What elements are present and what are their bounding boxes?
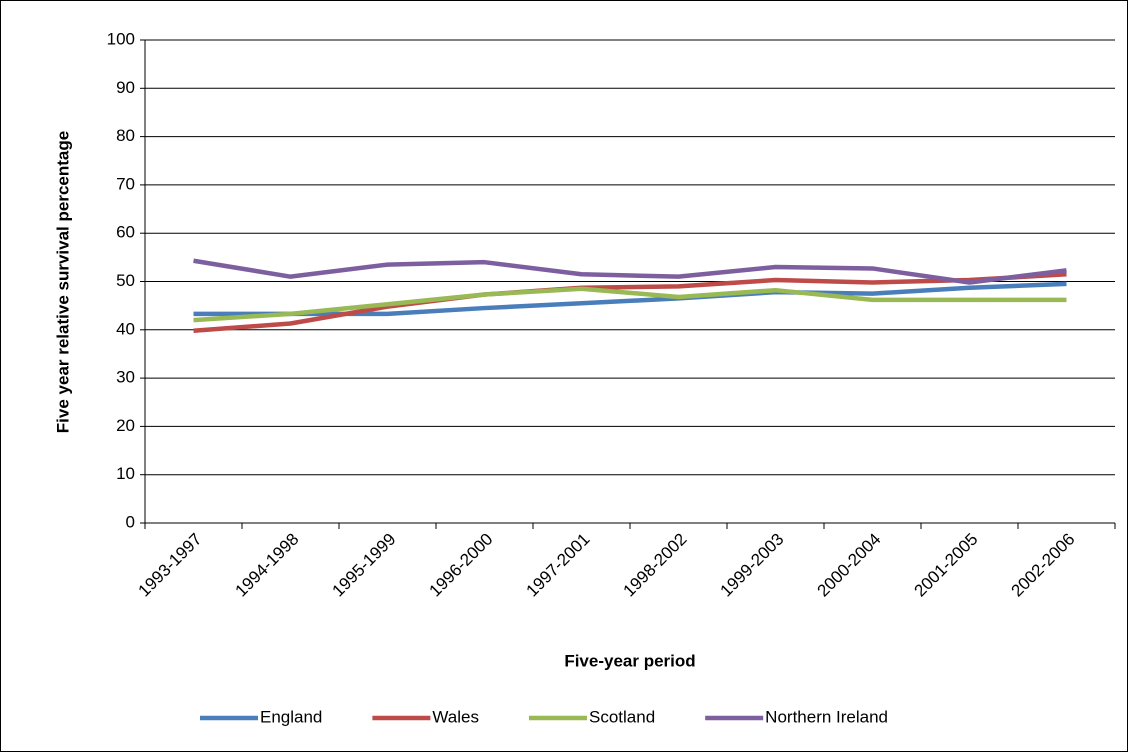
legend-label: Northern Ireland	[765, 707, 888, 726]
legend-label: Wales	[432, 707, 479, 726]
series-line	[193, 286, 1067, 323]
legend-label: England	[260, 707, 322, 726]
y-axis-title: Five year relative survival percentage	[53, 131, 72, 433]
y-tick-label: 40	[116, 319, 135, 338]
y-tick-label: 50	[116, 271, 135, 290]
y-tick-label: 0	[126, 512, 135, 531]
y-tick-label: 30	[116, 368, 135, 387]
y-tick-label: 70	[116, 174, 135, 193]
y-tick-label: 60	[116, 223, 135, 242]
y-tick-label: 80	[116, 126, 135, 145]
legend-label: Scotland	[589, 707, 655, 726]
series-line	[193, 272, 1067, 334]
series-line	[193, 258, 1067, 285]
y-tick-label: 20	[116, 416, 135, 435]
y-tick-label: 100	[107, 29, 135, 48]
x-axis-title: Five-year period	[564, 651, 695, 670]
y-tick-label: 10	[116, 464, 135, 483]
y-tick-label: 90	[116, 78, 135, 97]
